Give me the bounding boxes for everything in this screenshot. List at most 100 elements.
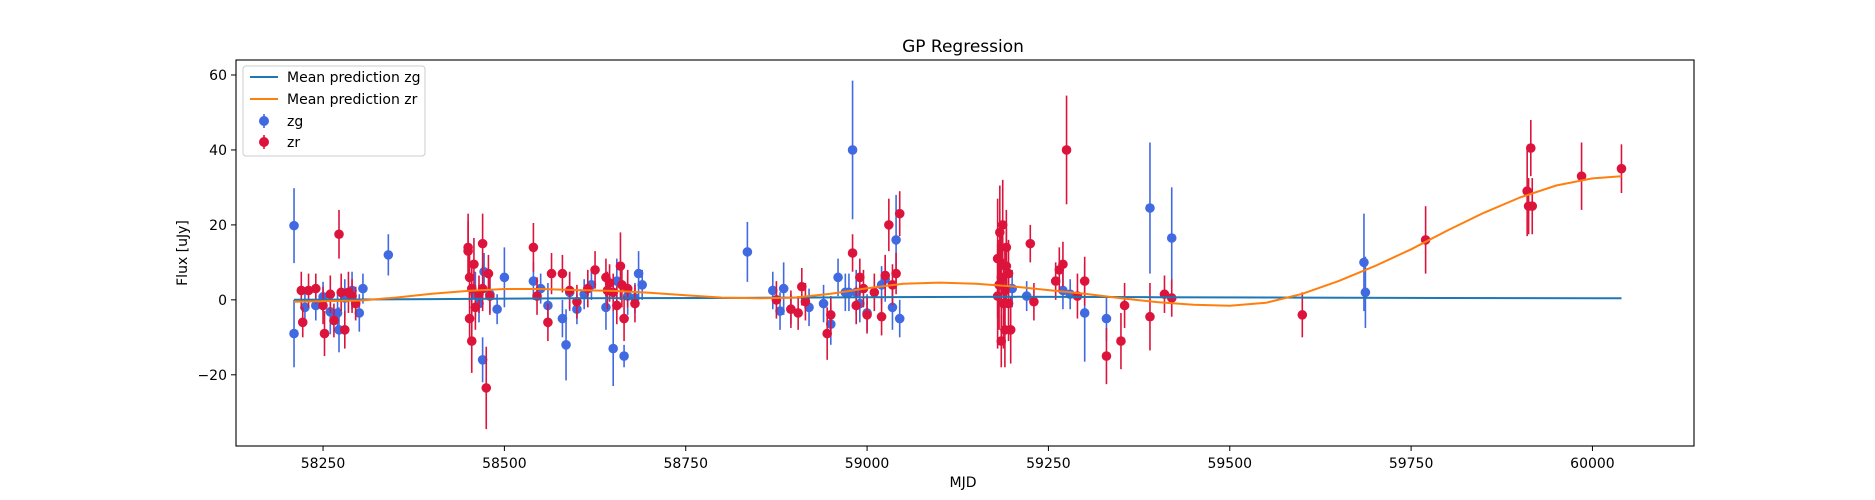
data-point-zr: [997, 220, 1008, 230]
data-point-zr: [851, 300, 861, 311]
data-point-zr: [319, 328, 330, 339]
data-point-zg: [557, 313, 568, 324]
data-point-zg: [818, 298, 829, 309]
data-point-zr: [469, 259, 479, 270]
legend-marker-zr: [259, 137, 269, 147]
data-point-zg: [887, 302, 898, 313]
data-point-zr: [800, 296, 811, 307]
data-point-zr: [543, 317, 553, 328]
data-point-zr: [483, 268, 494, 279]
y-axis: −20 0 20 40 60: [197, 68, 236, 384]
data-point-zr: [630, 298, 640, 309]
data-point-zg: [477, 355, 488, 365]
data-point-zg: [619, 351, 629, 361]
data-point-zg: [767, 285, 778, 296]
data-point-zr: [464, 272, 475, 283]
data-point-zg: [289, 328, 299, 339]
x-tick-label: 59250: [1026, 456, 1071, 472]
data-point-zr: [1297, 310, 1308, 320]
data-point-zr: [786, 304, 796, 315]
data-point-zr: [894, 208, 905, 219]
data-point-zr: [481, 383, 492, 393]
data-point-zr: [325, 289, 336, 300]
data-point-zr: [1527, 201, 1538, 211]
data-point-zr: [297, 317, 308, 328]
data-point-zg: [833, 272, 843, 283]
data-point-zr: [1525, 143, 1536, 153]
legend-label-zg: zg: [287, 114, 303, 130]
line-mean-prediction-zr: [293, 175, 1622, 307]
data-point-zg: [894, 313, 905, 324]
data-point-zr: [336, 287, 346, 298]
axes-frame: [235, 59, 1695, 447]
x-tick-label: 58500: [482, 456, 527, 472]
data-point-zr: [847, 248, 858, 258]
data-point-zr: [470, 302, 481, 313]
data-point-zg: [742, 247, 753, 257]
data-point-zg: [310, 300, 321, 311]
data-point-zr: [1119, 300, 1130, 311]
data-point-zr: [1050, 276, 1061, 286]
data-point-zr: [303, 285, 314, 296]
data-point-zr: [1058, 259, 1068, 270]
data-point-zr: [876, 311, 887, 322]
line-mean-prediction-zg: [293, 295, 1622, 301]
x-tick-label: 60000: [1570, 456, 1615, 472]
legend: Mean prediction zg Mean prediction zr zg…: [242, 65, 426, 157]
data-point-zr: [1616, 163, 1627, 174]
y-tick-label: 20: [209, 218, 227, 234]
data-point-zg: [778, 283, 789, 294]
legend-box: [242, 65, 426, 157]
x-tick-label: 59750: [1389, 456, 1434, 472]
legend-label-zr-line: Mean prediction zr: [287, 92, 418, 108]
data-point-zg: [637, 280, 648, 290]
data-point-zr: [340, 325, 350, 335]
data-point-zr: [1576, 171, 1587, 181]
data-point-zg: [1359, 257, 1369, 268]
data-point-zr: [477, 283, 488, 294]
data-point-zr: [528, 242, 539, 253]
data-point-zr: [771, 295, 782, 305]
data-point-zr: [862, 310, 872, 320]
data-point-zr: [583, 283, 593, 294]
data-point-zr: [1079, 276, 1090, 286]
data-point-zr: [796, 281, 807, 292]
data-point-zg: [1360, 287, 1371, 298]
y-tick-label: −20: [197, 368, 227, 384]
data-point-zr: [612, 300, 622, 311]
data-point-zr: [318, 300, 328, 311]
data-point-zr: [329, 315, 339, 326]
y-axis-label: Flux [uJy]: [175, 220, 191, 286]
data-point-zr: [572, 296, 582, 307]
data-point-zr: [310, 283, 321, 294]
data-point-zr: [1025, 238, 1036, 249]
data-point-zr: [880, 270, 891, 281]
data-point-zr: [884, 220, 894, 230]
data-point-zg: [601, 302, 611, 313]
data-point-zr: [855, 272, 865, 283]
data-point-zr: [1000, 285, 1010, 296]
legend-label-zr: zr: [287, 135, 300, 151]
data-point-zr: [793, 308, 803, 318]
data-point-zg: [561, 340, 571, 350]
data-point-zr: [546, 268, 557, 279]
data-point-zr: [615, 261, 626, 271]
data-point-zg: [775, 306, 785, 316]
x-axis-label: MJD: [950, 475, 977, 491]
data-point-zg: [608, 343, 618, 354]
data-point-zg: [289, 220, 299, 231]
legend-marker-zg: [259, 116, 269, 126]
data-point-zr: [296, 285, 307, 296]
data-point-zr: [463, 246, 473, 256]
data-point-zr: [822, 328, 832, 339]
data-point-zg: [332, 308, 343, 318]
data-point-zr: [590, 265, 600, 275]
data-point-zg: [891, 235, 901, 245]
data-point-zr: [1029, 296, 1039, 307]
data-point-zg: [847, 145, 858, 155]
data-point-zg: [492, 304, 502, 315]
chart-title: GP Regression: [902, 37, 1024, 57]
y-tick-label: 40: [209, 143, 227, 159]
data-point-zr: [557, 268, 568, 279]
plot-area: [289, 80, 1627, 430]
